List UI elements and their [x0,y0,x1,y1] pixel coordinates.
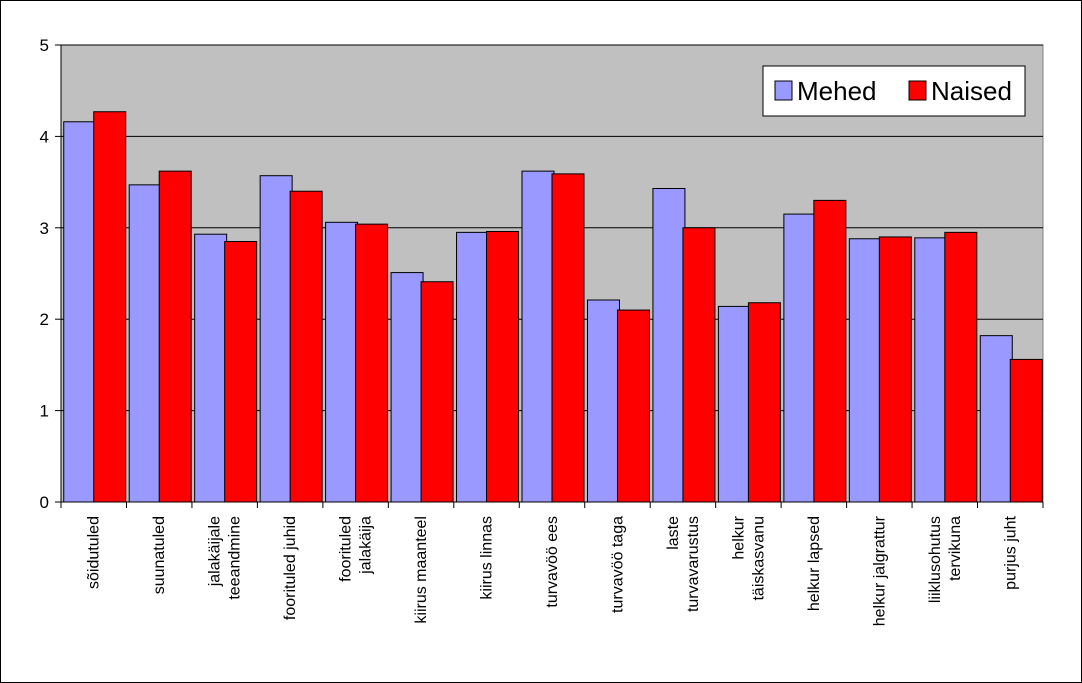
bar-mehed [390,272,424,503]
bar-mehed [979,335,1013,503]
legend-box [762,65,1026,117]
y-tick-label: 4 [40,127,49,146]
x-tick-label: kiirus linnas [479,516,496,600]
bar-naised [813,199,847,503]
y-tick-label: 0 [40,493,49,512]
x-tick-label: turvavarustus [685,516,702,612]
bar-mehed [586,299,620,503]
bar-mehed [259,175,293,503]
x-tick-label: suunatuled [151,516,168,594]
x-tick-label: jalakäijale [207,516,224,587]
y-tick-label: 5 [40,36,49,55]
bar-naised [1009,358,1043,503]
x-tick-label: täiskasvanu [750,516,767,601]
legend-label-mehed: Mehed [797,76,877,106]
bar-mehed [128,184,162,503]
axes [55,44,1044,508]
x-tick-label: turvavöö ees [544,516,561,608]
bar-naised [551,173,585,503]
legend-swatch-naised [908,80,927,101]
x-tick-label: sõidutuled [86,516,103,589]
x-tick-label: laste [665,516,682,550]
x-tick-label: tervikuna [947,516,964,581]
x-tick-label: kiirus maanteel [413,516,430,624]
bar-naised [93,111,127,503]
bar-naised [616,309,650,503]
bar-naised [355,223,389,503]
bar-mehed [717,305,751,503]
bars [63,111,1043,503]
x-tick-label: helkur lapsed [806,516,823,611]
legend-swatch-mehed [774,80,793,101]
x-tick-label: teeandmine [227,516,244,600]
x-tick-label: foorituled [338,516,355,582]
bar-naised [420,281,454,503]
y-tick-label: 2 [40,310,49,329]
bar-naised [944,231,978,503]
bar-mehed [63,121,97,503]
bar-naised [158,170,192,503]
bar-naised [289,190,323,503]
x-tick-label: turvavöö taga [609,516,626,613]
x-tick-label: foorituled juhid [282,516,299,620]
bar-mehed [652,187,686,503]
bar-mehed [521,170,555,503]
y-tick-label: 3 [40,219,49,238]
bar-mehed [848,238,882,503]
bar-naised [486,230,520,503]
bar-mehed [194,233,228,503]
legend: Mehed Naised [762,65,1026,117]
x-tick-label: purjus juht [1002,515,1019,589]
x-tick-labels: sõidutuled suunatuled jalakäijale teeandmin… [86,515,1020,626]
bar-mehed [914,237,948,503]
bar-naised [224,241,258,503]
x-tick-label: jalakäija [358,516,375,575]
bar-naised [878,236,912,503]
bar-mehed [325,221,359,503]
x-tick-label: helkur jalgrattur [871,515,888,626]
legend-label-naised: Naised [931,76,1012,106]
x-tick-label: helkur [730,515,747,559]
y-tick-label: 1 [40,402,49,421]
bar-mehed [456,231,490,503]
bar-naised [682,227,716,503]
y-tick-labels: 0 1 2 3 4 5 [40,36,49,512]
bar-naised [747,302,781,503]
bar-mehed [783,213,817,503]
x-tick-label: liiklusohutus [927,516,944,603]
